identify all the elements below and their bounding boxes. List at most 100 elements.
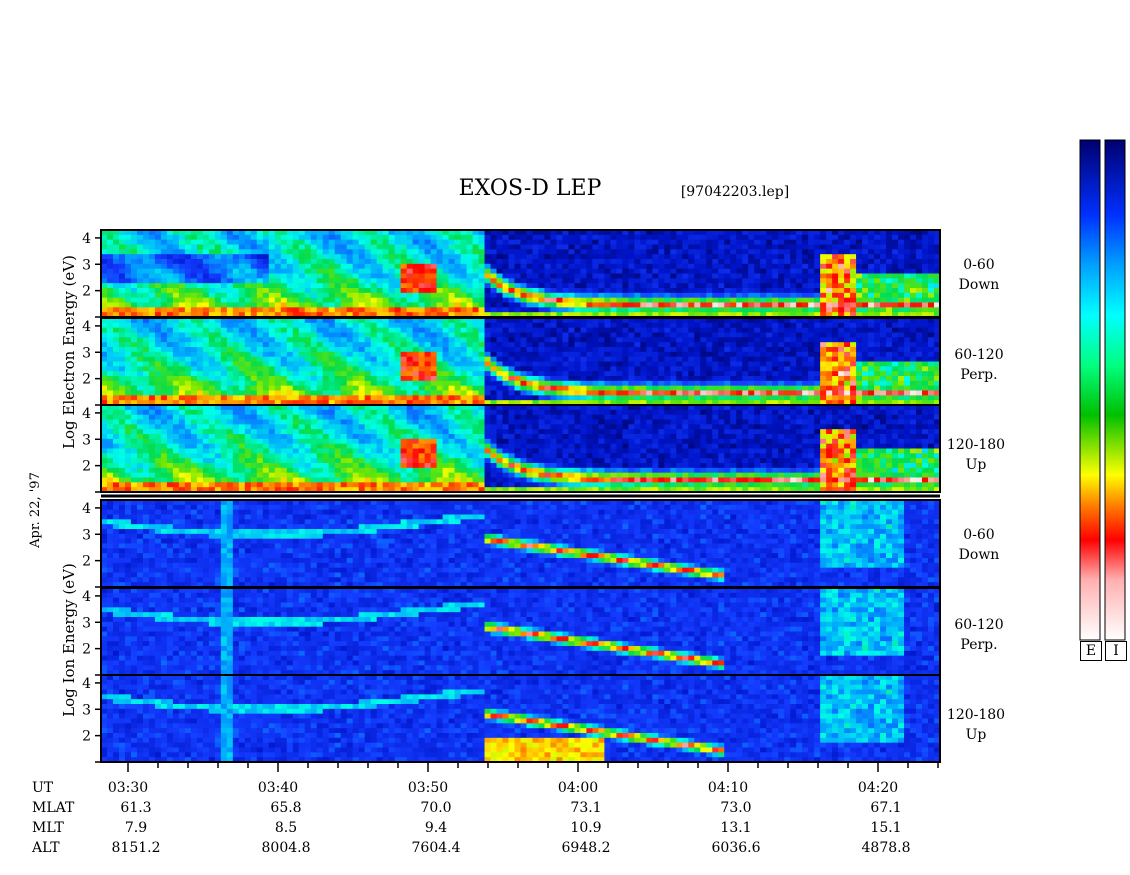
spectrogram-cell [562,337,570,343]
spectrogram-cell [316,351,324,358]
spectrogram-cell [604,239,611,246]
spectrogram-cell [862,268,869,275]
spectrogram-cell [862,278,869,284]
spectrogram-cell [868,268,875,275]
spectrogram-cell [532,283,540,289]
spectrogram-cell [196,263,204,270]
spectrogram-cell [520,380,528,387]
spectrogram-cell [736,371,743,377]
spectrogram-cell [724,322,731,329]
spectrogram-cell [652,263,659,270]
spectrogram-cell [436,307,444,313]
spectrogram-cell [682,351,689,358]
spectrogram-cell [562,318,570,324]
spectrogram-cell [580,318,588,324]
spectrogram-cell [190,322,198,329]
spectrogram-cell [490,283,498,289]
spectrogram-cell [670,259,677,265]
spectrogram-cell [340,400,348,406]
spectrogram-cell [544,254,552,260]
spectrogram-cell [730,371,737,377]
spectrogram-cell [934,307,941,313]
spectrogram-cell [190,361,198,367]
spectrogram-cell [208,342,216,348]
spectrogram-cell [856,318,863,324]
spectrogram-cell [712,332,719,338]
spectrogram-cell [472,292,480,299]
spectrogram-cell [208,239,216,246]
spectrogram-cell [364,312,372,318]
spectrogram-cell [520,366,528,372]
spectrogram-cell [196,376,204,382]
spectrogram-cell [112,380,120,387]
spectrogram-cell [382,288,390,294]
spectrogram-cell [736,366,743,372]
spectrogram-cell [820,259,827,265]
spectrogram-cell [706,268,713,275]
spectrogram-cell [886,322,893,329]
spectrogram-cell [520,283,528,289]
spectrogram-cell [568,332,576,338]
spectrogram-cell [298,273,306,279]
spectrogram-cell [388,318,396,324]
spectrogram-cell [658,288,665,294]
spectrogram-cell [874,400,881,406]
spectrogram-cell [286,288,294,294]
spectrogram-cell [400,312,408,318]
spectrogram-cell [778,254,785,260]
spectrogram-cell [328,351,336,358]
spectrogram-cell [142,283,150,289]
spectrogram-cell [814,395,821,401]
spectrogram-cell [334,259,342,265]
spectrogram-cell [538,283,546,289]
spectrogram-cell [214,297,222,304]
spectrogram-cell [436,318,444,324]
spectrogram-cell [142,297,150,304]
spectrogram-cell [118,361,126,367]
spectrogram-cell [556,254,564,260]
spectrogram-cell [352,342,360,348]
spectrogram-cell [592,263,599,270]
spectrogram-cell [298,278,306,284]
spectrogram-cell [202,249,210,255]
spectrogram-cell [730,318,737,324]
spectrogram-cell [766,230,773,236]
spectrogram-cell [658,239,665,246]
spectrogram-cell [442,318,450,324]
spectrogram-cell [424,234,432,241]
spectrogram-cell [112,259,120,265]
spectrogram-cell [790,376,797,382]
spectrogram-cell [820,390,827,396]
spectrogram-cell [178,244,186,250]
spectrogram-cell [364,259,372,265]
spectrogram-cell [154,263,162,270]
spectrogram-cell [820,322,827,329]
spectrogram-cell [220,297,228,304]
spectrogram-cell [658,380,665,387]
spectrogram-cell [262,371,270,377]
spectrogram-cell [304,385,312,392]
spectrogram-cell [850,327,857,334]
spectrogram-cell [778,318,785,324]
spectrogram-cell [364,385,372,392]
spectrogram-cell [580,278,588,284]
spectrogram-cell [682,288,689,294]
spectrogram-cell [844,376,851,382]
spectrogram-cell [442,259,450,265]
spectrogram-cell [358,322,366,329]
spectrogram-cell [424,380,432,387]
spectrogram-cell [742,332,749,338]
spectrogram-cell [790,292,797,299]
spectrogram-cell [850,283,857,289]
spectrogram-cell [472,273,480,279]
spectrogram-cell [101,318,108,324]
spectrogram-cell [526,312,534,318]
spectrogram-cell [730,283,737,289]
spectrogram-cell [634,332,641,338]
spectrogram-cell [562,278,570,284]
spectrogram-cell [868,230,875,236]
spectrogram-cell [454,376,462,382]
spectrogram-cell [154,351,162,358]
spectrogram-cell [922,302,929,308]
spectrogram-cell [670,390,677,396]
